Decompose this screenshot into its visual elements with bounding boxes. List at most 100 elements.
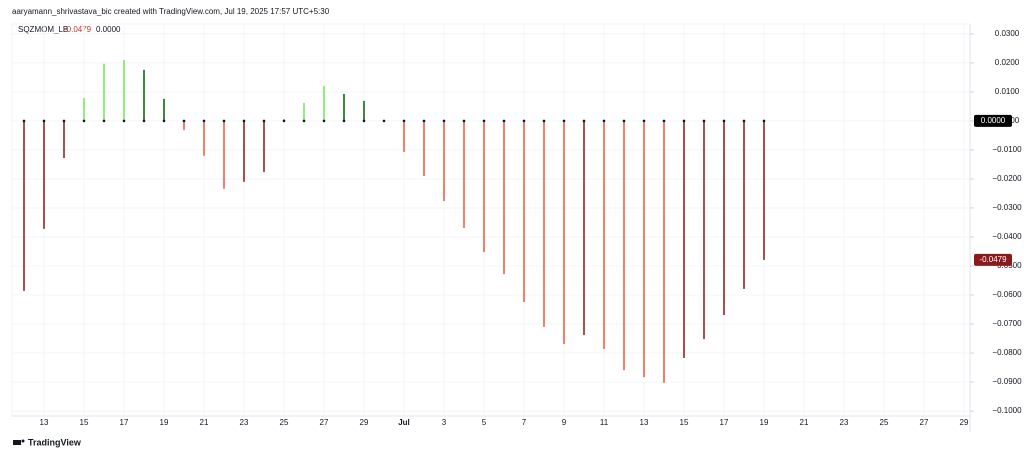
zero-dot [282, 119, 286, 123]
bar [223, 120, 225, 189]
zero-dot [302, 119, 306, 123]
x-tick-label: 27 [320, 418, 329, 427]
zero-dot [502, 119, 506, 123]
price-tag-label: -0.0479 [979, 255, 1007, 264]
brand-logo [13, 440, 21, 445]
bar [763, 120, 765, 260]
zero-dot [642, 119, 646, 123]
zero-dot [542, 119, 546, 123]
y-tick-label: 0.0300 [995, 29, 1020, 38]
y-tick-label: −0.0600 [992, 290, 1022, 299]
zero-dot [582, 119, 586, 123]
zero-dot [602, 119, 606, 123]
bar [163, 98, 165, 121]
zero-dot [62, 119, 66, 123]
zero-dot [142, 119, 146, 123]
y-tick-label: −0.0100 [992, 145, 1022, 154]
bar [423, 120, 425, 177]
bar [483, 120, 485, 253]
zero-dot [362, 119, 366, 123]
zero-dot [482, 119, 486, 123]
bar [603, 120, 605, 349]
zero-dot [122, 119, 126, 123]
zero-dot [662, 119, 666, 123]
bar [43, 120, 45, 229]
bar [463, 120, 465, 228]
zero-dot [342, 119, 346, 123]
x-tick-label: 19 [160, 418, 169, 427]
bar [83, 97, 85, 121]
y-tick-label: 0.0200 [995, 58, 1020, 67]
bar [503, 120, 505, 275]
x-tick-label: 9 [562, 418, 567, 427]
zero-dot [22, 119, 26, 123]
brand-logo [21, 439, 25, 443]
bar [523, 120, 525, 302]
x-tick-label: 15 [680, 418, 689, 427]
x-tick-label: Jul [398, 418, 410, 427]
zero-dot [202, 119, 206, 123]
zero-dot [102, 119, 106, 123]
bar [543, 120, 545, 327]
zero-dot [82, 119, 86, 123]
zero-dot [242, 119, 246, 123]
bar [183, 120, 185, 130]
bar [743, 120, 745, 289]
x-tick-label: 21 [800, 418, 809, 427]
zero-dot [322, 119, 326, 123]
x-tick-label: 13 [40, 418, 49, 427]
zero-dot [682, 119, 686, 123]
zero-dot [522, 119, 526, 123]
y-tick-label: 0.0100 [995, 87, 1020, 96]
zero-dot [402, 119, 406, 123]
x-tick-label: 5 [482, 418, 487, 427]
zero-dot [442, 119, 446, 123]
x-tick-label: 15 [80, 418, 89, 427]
zero-dot [742, 119, 746, 123]
x-tick-label: 23 [840, 418, 849, 427]
x-tick-label: 23 [240, 418, 249, 427]
zero-dot [422, 119, 426, 123]
bar [343, 93, 345, 121]
chart-title: aaryamann_shrivastava_bic created with T… [12, 7, 330, 16]
bar [123, 59, 125, 121]
bar [583, 120, 585, 336]
legend-name: SQZMOM_LB [18, 25, 68, 34]
zero-dot [262, 119, 266, 123]
y-tick-label: −0.1000 [992, 406, 1022, 415]
bar [243, 120, 245, 182]
brand-name: TradingView [28, 437, 82, 447]
x-tick-label: 25 [280, 418, 289, 427]
x-tick-label: 11 [600, 418, 609, 427]
zero-dot [622, 119, 626, 123]
x-tick-label: 7 [522, 418, 527, 427]
plot-frame [11, 23, 971, 417]
bar [703, 120, 705, 340]
x-tick-label: 17 [120, 418, 129, 427]
legend-value: -0.0479 [64, 25, 92, 34]
y-tick-label: −0.0700 [992, 319, 1022, 328]
bar [323, 86, 325, 121]
bar [683, 120, 685, 358]
y-tick-label: −0.0400 [992, 232, 1022, 241]
bar [263, 120, 265, 172]
zero-dot [382, 119, 386, 123]
bar [643, 120, 645, 378]
bar [143, 69, 145, 121]
y-tick-label: −0.0800 [992, 348, 1022, 357]
bar [63, 120, 65, 159]
x-tick-label: 21 [200, 418, 209, 427]
zero-dot [722, 119, 726, 123]
bar [563, 120, 565, 345]
x-tick-label: 19 [760, 418, 769, 427]
zero-dot [562, 119, 566, 123]
zero-dot [702, 119, 706, 123]
zero-dot [162, 119, 166, 123]
x-tick-label: 25 [880, 418, 889, 427]
x-tick-label: 29 [960, 418, 969, 427]
x-tick-label: 27 [920, 418, 929, 427]
bar [723, 120, 725, 316]
y-tick-label: −0.0300 [992, 203, 1022, 212]
brand: TradingView [13, 437, 82, 447]
